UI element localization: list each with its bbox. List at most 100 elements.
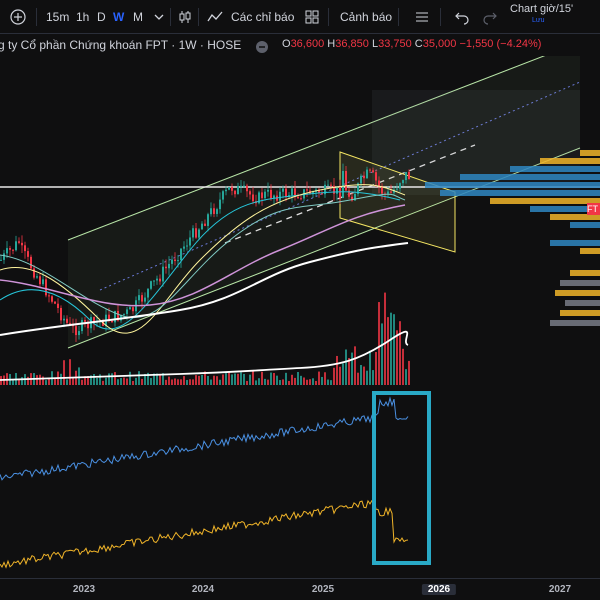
volume-bar [78, 367, 80, 385]
candle-body [75, 326, 77, 336]
candle-body [267, 189, 269, 192]
volume-bar [240, 372, 242, 385]
volume-bar [96, 377, 98, 385]
timeframe-m[interactable]: M [133, 10, 143, 24]
tick-2025: 2025 [311, 584, 335, 595]
volume-bar [267, 379, 269, 385]
volume-bar [189, 379, 191, 385]
volume-bar [408, 360, 410, 385]
volume-bar [42, 376, 44, 385]
timeframe-1h[interactable]: 1h [76, 10, 90, 24]
timeframe-15m[interactable]: 15m [46, 10, 70, 24]
candle-body [33, 268, 35, 278]
candle-body [300, 198, 302, 200]
indicators-button[interactable]: Các chỉ báo [231, 10, 295, 24]
open-label: O [282, 38, 291, 50]
volume-bar [39, 374, 41, 385]
volume-bar [90, 375, 92, 385]
candle-body [357, 183, 359, 194]
volume-bar [162, 373, 164, 385]
candle-body [297, 196, 299, 199]
candle-body [306, 189, 308, 191]
time-axis[interactable]: 2023 2024 2025 2026 2027 [0, 578, 600, 600]
volume-bar [348, 358, 350, 385]
high-value: 36,850 [335, 38, 369, 50]
price-chart-canvas[interactable] [0, 56, 600, 578]
candle-body [147, 288, 149, 298]
volume-bar [84, 376, 86, 385]
volume-bar [378, 302, 380, 385]
channel-upper-line[interactable] [67, 56, 580, 241]
candle-body [24, 245, 26, 252]
list-icon[interactable] [414, 9, 430, 25]
volume-bar [48, 378, 50, 385]
volume-bar [168, 376, 170, 385]
volume-bar [219, 379, 221, 385]
volume-ma-line [0, 330, 409, 381]
top-toolbar: 15m 1h D W M Các chỉ báo Cảnh báo Chart … [0, 0, 600, 34]
volume-bar [81, 379, 83, 385]
volume-bar [123, 377, 125, 385]
alerts-button[interactable]: Cảnh báo [340, 10, 393, 24]
candle-body [408, 171, 410, 180]
candle-body [3, 253, 5, 260]
volume-bar [381, 323, 383, 385]
candle-body [213, 208, 215, 214]
candle-body [219, 199, 221, 210]
candle-body [222, 191, 224, 200]
symbol-title[interactable]: g ty Cổ phần Chứng khoán FPT · 1W · HOSE [0, 38, 242, 52]
candle-body [231, 187, 233, 191]
candle-body [249, 191, 251, 195]
volume-bar [405, 369, 407, 385]
volume-profile-row [580, 248, 600, 254]
high-label: H [327, 38, 336, 50]
tick-2024: 2024 [191, 584, 215, 595]
highlight-box[interactable] [372, 391, 431, 565]
volume-bar [255, 380, 257, 385]
volume-bar [21, 377, 23, 385]
volume-bar [342, 363, 344, 385]
chevron-down-icon[interactable] [151, 9, 167, 25]
indicators-icon[interactable] [207, 9, 223, 25]
candle-body [39, 276, 41, 285]
timeframe-d[interactable]: D [97, 10, 106, 24]
timeframe-w[interactable]: W [113, 10, 125, 24]
volume-bar [309, 379, 311, 385]
volume-bar [108, 373, 110, 385]
volume-bar [147, 372, 149, 385]
candle-body [273, 195, 275, 199]
volume-bar [282, 379, 284, 385]
tick-2026: 2026 [421, 584, 457, 595]
volume-bar [36, 375, 38, 385]
candle-body [36, 276, 38, 278]
undo-icon[interactable] [454, 9, 470, 25]
grid-icon[interactable] [304, 9, 320, 25]
volume-bar [375, 351, 377, 385]
candle-body [48, 295, 50, 297]
volume-bar [207, 375, 209, 385]
volume-bar [387, 317, 389, 385]
volume-bar [210, 379, 212, 385]
candle-body [69, 322, 71, 325]
indicator-blue-line [0, 396, 409, 481]
add-icon[interactable] [10, 9, 26, 25]
candlestick-icon[interactable] [177, 9, 193, 25]
candle-body [207, 214, 209, 226]
candle-body [279, 191, 281, 201]
volume-bar [237, 373, 239, 385]
redo-icon[interactable] [482, 9, 498, 25]
candle-body [345, 170, 347, 191]
volume-bar [354, 346, 356, 385]
volume-bar [285, 372, 287, 385]
volume-profile-row [560, 280, 600, 286]
volume-bar [273, 372, 275, 385]
change-value: −1,550 (−4.24%) [459, 38, 542, 50]
volume-bar [372, 370, 374, 385]
indicator-orange-line [0, 498, 409, 569]
chart-layout-name[interactable]: Chart giờ/15' [510, 3, 574, 15]
candle-body [21, 242, 23, 246]
more-icon[interactable] [256, 41, 268, 53]
ohlc-values: O36,600 H36,850 L33,750 C35,000 −1,550 (… [282, 38, 541, 50]
candle-body [204, 223, 206, 226]
volume-bar [297, 371, 299, 385]
